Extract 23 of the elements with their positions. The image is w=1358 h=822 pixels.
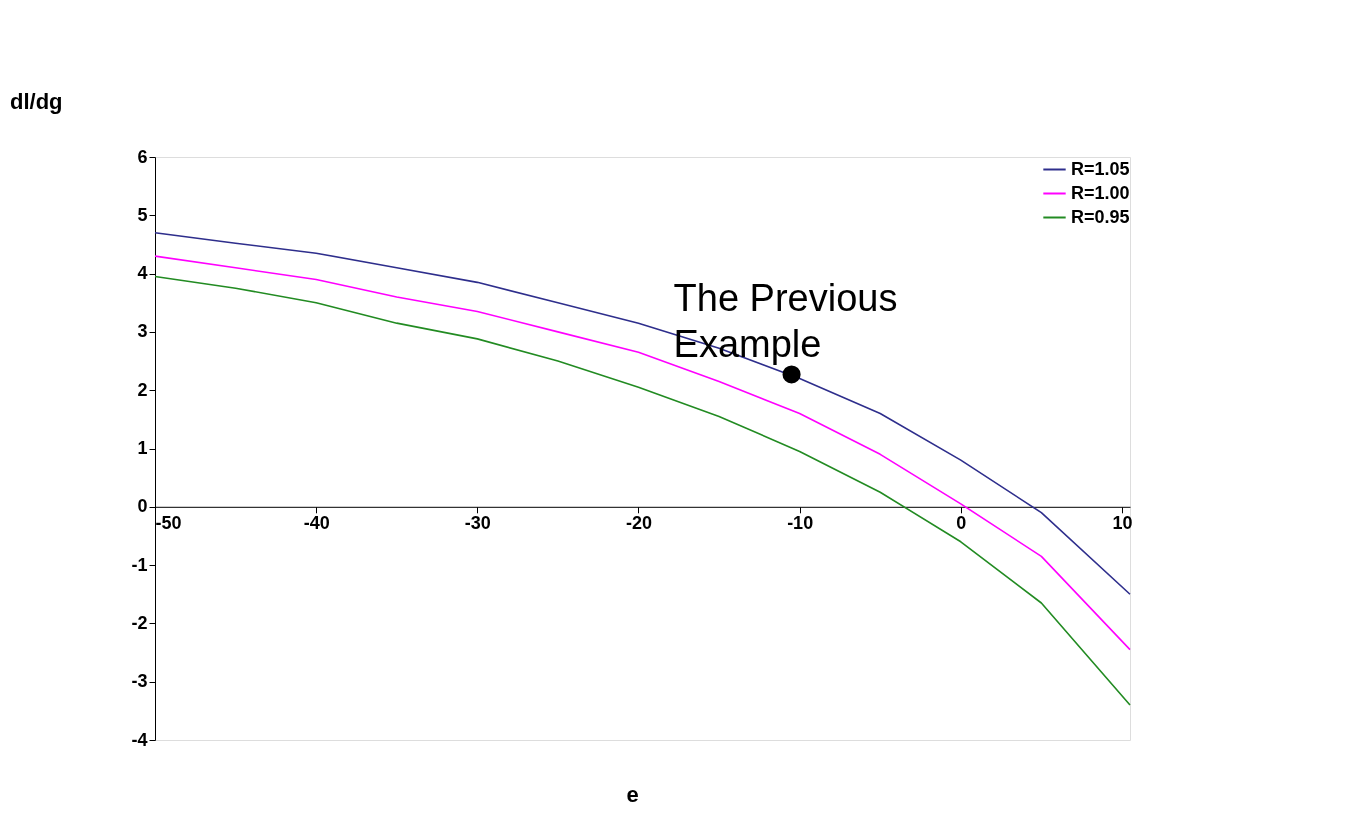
legend-label: R=1.00 [1071,182,1130,203]
x-tick-label: 10 [1112,513,1133,534]
y-tick-label: -1 [131,554,148,575]
legend-label: R=0.95 [1071,206,1130,227]
x-tick-label: -30 [464,513,491,534]
y-tick-label: 0 [137,496,148,517]
legend-label: R=1.05 [1071,158,1130,179]
x-tick-label: -20 [625,513,652,534]
y-tick-label: 4 [137,263,148,284]
y-axis-title: dl/dg [10,89,63,114]
y-tick-label: 5 [137,204,148,225]
x-tick-label: -50 [155,513,182,534]
y-tick-label: 6 [137,146,148,167]
y-tick-label: -4 [131,729,148,750]
y-tick-label: 1 [137,438,148,458]
y-tick-label: 3 [137,321,148,342]
x-axis-title: e [626,782,639,807]
y-tick-label: -3 [131,671,148,692]
x-tick-label: 0 [956,513,967,534]
y-tick-label: 2 [137,379,148,400]
x-tick-label: -10 [787,513,814,534]
x-tick-label: -40 [303,513,330,534]
y-tick-label: -2 [131,612,148,633]
